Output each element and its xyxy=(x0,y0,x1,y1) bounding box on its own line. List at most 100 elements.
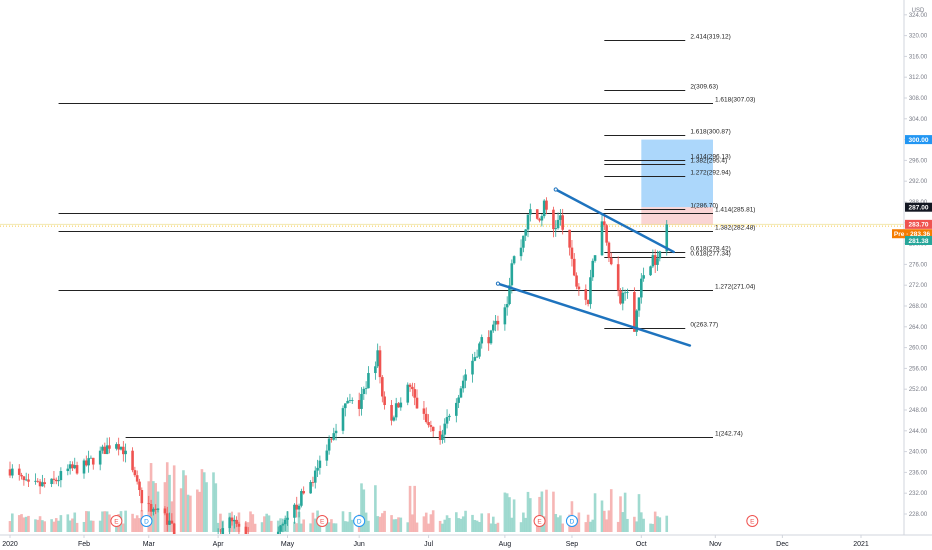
volume-bar xyxy=(505,493,509,532)
channel-lines[interactable] xyxy=(495,187,692,347)
volume-bar xyxy=(124,510,127,532)
candle-body xyxy=(510,263,514,286)
fib-level-label: 1.618(300.87) xyxy=(690,129,730,136)
volume-bar xyxy=(640,512,643,532)
candle-body xyxy=(413,389,416,398)
profit-zone[interactable] xyxy=(641,139,713,208)
volume-bar xyxy=(637,494,641,532)
candle-body xyxy=(334,430,338,434)
volume-bar xyxy=(297,511,301,532)
volume-bar xyxy=(607,510,611,532)
volume-bar xyxy=(411,514,414,532)
candle-body xyxy=(24,479,28,481)
candle-body xyxy=(318,460,322,468)
candle-body xyxy=(138,481,141,491)
dividend-marker[interactable] xyxy=(565,515,578,527)
candle-body xyxy=(512,256,516,264)
time-tick-label: Sep xyxy=(566,541,579,548)
price-tick-label: 316.00 xyxy=(909,54,928,60)
fibonacci-levels[interactable]: 2.414(319.12) 2(309.63) 1.618(307.03) 1.618… xyxy=(0,34,904,438)
volume-bar xyxy=(89,520,93,532)
volume-bar xyxy=(313,518,317,532)
candle-body xyxy=(101,446,104,451)
channel-trendline[interactable] xyxy=(496,282,692,347)
volume-bar xyxy=(11,513,14,532)
candle-body xyxy=(591,260,595,278)
candle-body xyxy=(135,475,139,482)
trendline-anchor[interactable] xyxy=(553,187,558,192)
candle-body xyxy=(75,465,79,474)
dividend-marker[interactable] xyxy=(140,515,153,527)
candle-body xyxy=(626,291,629,293)
long-position-box[interactable] xyxy=(641,139,713,225)
candle-body xyxy=(522,235,525,248)
volume-bar xyxy=(431,510,435,532)
volume-bar xyxy=(461,516,465,532)
time-tick-label: Jun xyxy=(354,541,365,548)
price-tick-label: 264.00 xyxy=(909,325,928,331)
earnings-marker-label: E xyxy=(750,519,755,526)
volume-bar xyxy=(75,522,79,532)
volume-bar xyxy=(656,516,659,532)
volume-bar xyxy=(34,519,37,532)
volume-bar xyxy=(489,523,493,532)
dividend-marker[interactable] xyxy=(353,515,366,527)
volume-bar xyxy=(529,498,532,532)
volume-bar xyxy=(487,513,490,532)
volume-bar xyxy=(464,510,467,532)
earnings-marker[interactable] xyxy=(533,515,546,527)
candle-body xyxy=(508,285,511,305)
candle-body xyxy=(621,292,625,304)
candle-body xyxy=(115,444,118,449)
time-tick-label: Oct xyxy=(636,541,647,548)
earnings-marker[interactable] xyxy=(316,515,329,527)
price-tick-label: 236.00 xyxy=(909,470,928,476)
candle-body xyxy=(448,415,451,418)
trendline-anchor[interactable] xyxy=(495,281,501,286)
volume-bar xyxy=(17,515,21,532)
candle-body xyxy=(152,508,155,512)
candle-body xyxy=(392,417,396,421)
volume-bar xyxy=(635,521,638,532)
price-tick-label: 292.00 xyxy=(909,179,928,185)
volume-bar xyxy=(295,523,299,532)
volume-bar xyxy=(362,489,366,532)
volume-bar xyxy=(152,481,155,532)
volume-bar xyxy=(475,520,479,532)
candle-body xyxy=(105,445,109,455)
price-tick-label: 248.00 xyxy=(909,408,928,414)
candle-body xyxy=(619,290,622,304)
candle-body xyxy=(293,504,296,518)
price-tick-label: 296.00 xyxy=(909,158,928,164)
volume-bar xyxy=(318,521,322,532)
volume-bar xyxy=(390,515,393,532)
candle-body xyxy=(131,450,134,471)
price-tick-label: 308.00 xyxy=(909,96,928,102)
candle-body xyxy=(91,457,95,465)
candle-body xyxy=(552,209,555,230)
time-tick-label: Feb xyxy=(78,541,90,548)
candle-body xyxy=(461,380,465,389)
candle-body xyxy=(133,470,137,476)
volume-bar xyxy=(609,489,613,532)
volume-bar xyxy=(311,512,315,532)
volume-bar xyxy=(575,518,578,532)
volume-bar xyxy=(540,491,544,532)
earnings-marker[interactable] xyxy=(746,515,759,527)
candle-body xyxy=(441,434,444,441)
candle-body xyxy=(411,386,414,390)
candle-body xyxy=(535,209,539,219)
volume-bar xyxy=(8,521,12,532)
price-badge xyxy=(905,219,932,229)
volume-bar xyxy=(381,513,384,532)
stop-zone[interactable] xyxy=(641,207,713,225)
time-axis[interactable]: 2020 Feb Mar Apr May Jun Jul Aug Sep Oct Nov Dec 202… xyxy=(2,535,869,548)
candle-body xyxy=(41,482,44,487)
dividend-marker-label: D xyxy=(570,519,575,526)
channel-trendline[interactable] xyxy=(554,188,675,254)
volume-bar xyxy=(43,521,46,532)
earnings-marker[interactable] xyxy=(110,515,123,527)
